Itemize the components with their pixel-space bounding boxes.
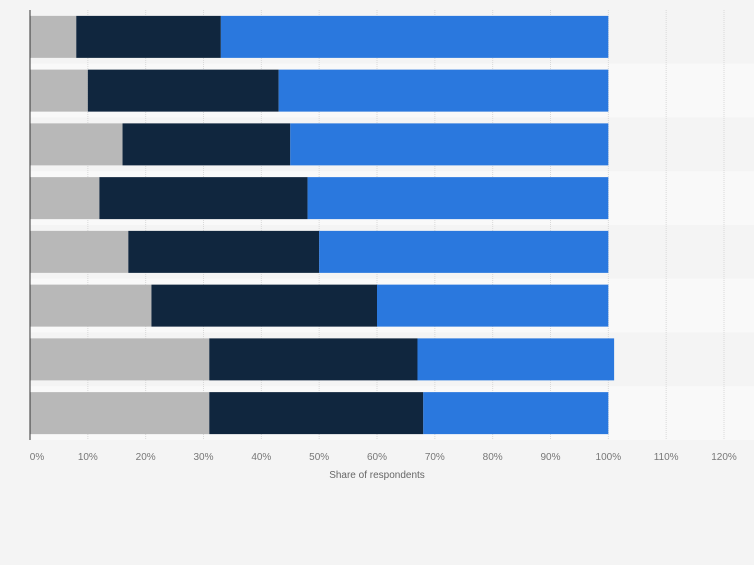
bar-segment (30, 15, 77, 58)
bar-segment (30, 392, 210, 435)
bar-segment (151, 284, 377, 327)
bar-segment (87, 69, 279, 112)
bar-segment (30, 230, 129, 273)
x-tick-label: 10% (78, 452, 98, 463)
x-tick-labels: 0% 10% 20% 30% 40% 50% 60% 70% 80% 90% 100% 110% 120… (30, 452, 737, 463)
x-tick-label: 100% (596, 452, 622, 463)
bars (30, 15, 615, 435)
x-tick-label: 80% (483, 452, 503, 463)
bar-segment (30, 338, 210, 381)
x-tick-label: 50% (309, 452, 329, 463)
bar-segment (278, 69, 609, 112)
bar-segment (290, 123, 609, 166)
bar-segment (220, 15, 609, 58)
x-tick-label: 60% (367, 452, 387, 463)
bar-segment (319, 230, 609, 273)
bar-segment (30, 284, 152, 327)
bar-segment (99, 177, 308, 220)
x-tick-label: 0% (30, 452, 45, 463)
bar-segment (76, 15, 221, 58)
x-tick-label: 40% (251, 452, 271, 463)
x-tick-label: 90% (540, 452, 560, 463)
bar-segment (30, 177, 100, 220)
x-tick-label: 120% (711, 452, 737, 463)
bar-segment (423, 392, 609, 435)
x-tick-label: 30% (193, 452, 213, 463)
bar-segment (377, 284, 609, 327)
x-tick-label: 20% (136, 452, 156, 463)
bar-segment (128, 230, 320, 273)
bar-segment (209, 392, 424, 435)
bar-segment (417, 338, 615, 381)
x-tick-label: 110% (654, 452, 679, 463)
bar-segment (209, 338, 418, 381)
bar-segment (30, 69, 88, 112)
bar-segment (122, 123, 291, 166)
x-axis-label: Share of respondents (329, 470, 425, 481)
bar-segment (30, 123, 123, 166)
bar-segment (307, 177, 609, 220)
x-tick-label: 70% (425, 452, 445, 463)
